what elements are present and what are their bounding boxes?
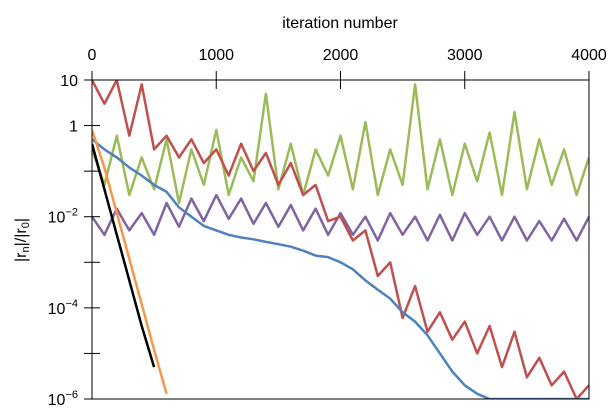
plot-frame: [91, 79, 590, 400]
series-line: [92, 193, 589, 242]
x-axis-label: iteration number: [282, 15, 398, 32]
y-tick-label: 10−4: [48, 298, 78, 318]
x-tick-label: 1000: [198, 47, 234, 64]
plot-area: [92, 80, 589, 399]
y-axis-label: |rn|/|r0|: [13, 218, 32, 262]
series-line: [92, 80, 589, 399]
y-tick-label: 10−2: [48, 207, 78, 227]
series-line: [92, 83, 589, 205]
x-tick-label: 3000: [447, 47, 483, 64]
series-line: [92, 138, 589, 399]
series-line: [92, 129, 168, 395]
y-tick-label: 10−6: [48, 389, 78, 409]
x-tick-label: 0: [88, 47, 97, 64]
x-tick-label: 2000: [323, 47, 359, 64]
y-tick-label: 10: [60, 73, 78, 90]
series-line: [92, 143, 156, 368]
x-tick-label: 4000: [571, 47, 607, 64]
y-tick-label: 1: [69, 119, 78, 136]
